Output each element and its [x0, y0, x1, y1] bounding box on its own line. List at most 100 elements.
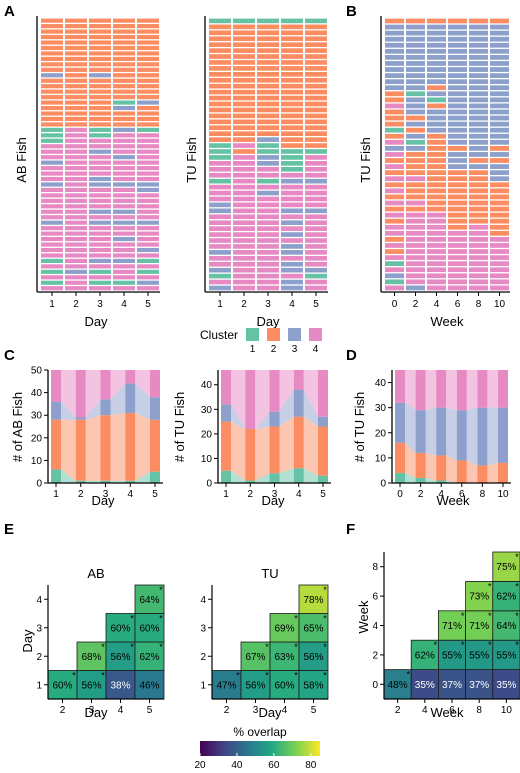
B-tile — [469, 85, 488, 91]
A_TU-tile — [257, 149, 279, 154]
E_TU-sig-star: * — [294, 671, 298, 681]
B-tile — [490, 73, 509, 78]
A_AB-tile — [113, 133, 135, 138]
E_TU-sig-star: * — [265, 642, 269, 652]
B-tile — [385, 115, 404, 121]
A_AB-tile — [65, 176, 87, 182]
A_AB-tile — [65, 78, 87, 83]
A_TU-tile — [305, 30, 327, 36]
B-tile — [490, 97, 509, 103]
A_AB-tile — [89, 226, 111, 231]
B-tile — [490, 48, 509, 54]
E_AB-cell — [76, 641, 107, 671]
D-x-tick-label: 6 — [459, 489, 465, 500]
B-tile — [448, 170, 467, 176]
E_TU-sig-star: * — [294, 614, 298, 624]
A_TU-tile — [305, 220, 327, 226]
A_AB-tile — [113, 198, 135, 203]
B-tile — [469, 206, 488, 212]
A_TU-tile — [257, 244, 279, 249]
A_TU-tile — [257, 238, 279, 243]
A_TU-tile — [209, 113, 231, 119]
A_TU-tile — [209, 101, 231, 107]
B-tile — [448, 115, 467, 121]
B-tile — [448, 42, 467, 48]
A_TU-tile — [209, 89, 231, 95]
A_AB-tile — [41, 78, 63, 83]
C_AB-bar-segment — [125, 370, 136, 384]
A_AB-tile — [65, 215, 87, 220]
E_TU-sig-star: * — [323, 585, 327, 595]
A_TU-tile — [305, 18, 327, 24]
B-tile — [469, 55, 488, 60]
A_AB-tile — [41, 56, 63, 61]
A_AB-tile — [41, 40, 63, 45]
A_AB-tile — [113, 95, 135, 100]
A_TU-tile — [305, 72, 327, 77]
A_TU-tile — [233, 89, 255, 95]
A_AB-x-tick-label: 2 — [73, 299, 79, 310]
A_TU-tile — [281, 30, 303, 36]
A_TU-tile — [257, 166, 279, 172]
C_TU-bar-segment — [318, 370, 328, 417]
D-flow — [425, 452, 437, 481]
F-cell-label: 75% — [496, 562, 516, 573]
B-tile — [385, 79, 404, 85]
B-tile — [469, 170, 488, 176]
A_AB-tile — [89, 176, 111, 182]
A_TU-tile — [281, 184, 303, 190]
overlap-colorbar-title: % overlap — [233, 725, 287, 739]
A_TU-tile — [209, 54, 231, 59]
E_TU-cell — [298, 613, 329, 643]
A_TU-tile — [257, 202, 279, 208]
B-tile — [490, 206, 509, 212]
A_TU-tile — [305, 113, 327, 119]
A_TU-tile — [209, 214, 231, 220]
cluster-legend-swatch-1 — [246, 328, 259, 341]
B-tile — [490, 170, 509, 176]
A_AB-tile — [113, 231, 135, 236]
A_AB-tile — [41, 258, 63, 263]
C_AB-bar-segment — [150, 397, 160, 420]
panel-letter-a: A — [4, 3, 15, 20]
B-tile — [427, 176, 446, 182]
B-tile — [448, 261, 467, 267]
A_AB-tile — [137, 242, 159, 247]
B-tile — [427, 237, 446, 242]
D-bar-segment — [436, 407, 447, 456]
C_AB-bar-segment — [51, 401, 61, 420]
A_AB-tile — [89, 160, 111, 165]
A_TU-tile — [209, 172, 231, 178]
A_TU-tile — [281, 220, 303, 226]
B-tile — [490, 249, 509, 254]
D-bar-segment — [395, 472, 405, 483]
A_TU-tile — [281, 89, 303, 95]
A_AB-tile — [113, 73, 135, 78]
B-tile — [385, 158, 404, 163]
A_TU-tile — [281, 72, 303, 77]
A_AB-tile — [65, 67, 87, 72]
A_AB-tile — [89, 67, 111, 72]
A_AB-tile — [113, 18, 135, 23]
D-x-tick-label: 8 — [480, 489, 486, 500]
B-tile — [427, 200, 446, 206]
C_TU-flow — [231, 370, 246, 429]
B-tile — [490, 121, 509, 127]
B-tile — [490, 230, 509, 236]
A_AB-tile — [113, 258, 135, 263]
B-tile — [406, 30, 425, 36]
B-tile — [385, 176, 404, 182]
E_AB-cell-label: 60% — [52, 680, 72, 691]
overlap-colorbar-tick-label: 40 — [231, 760, 243, 771]
A_AB-tile — [89, 45, 111, 51]
E_TU-cell-label: 63% — [274, 652, 294, 663]
B-tile — [406, 115, 425, 121]
B-x-tick-label: 4 — [434, 299, 440, 310]
panel-f-heatmap: Week Week 48%*35% 37% 37% 35%62%*55%*55%*55… — [356, 551, 520, 720]
A_TU-tile — [233, 36, 255, 42]
A_TU-tile — [233, 101, 255, 107]
C_AB-bar-segment — [125, 383, 136, 413]
A_AB-tile — [41, 105, 63, 111]
C_TU-flow — [255, 426, 270, 481]
A_TU-tile — [305, 95, 327, 101]
